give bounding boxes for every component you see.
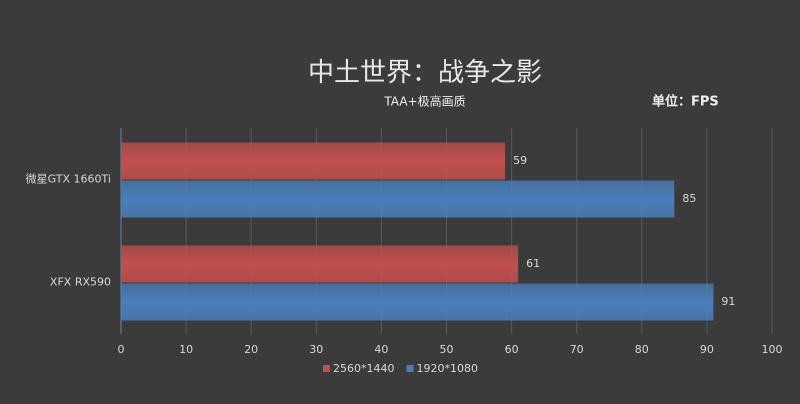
bar	[121, 283, 714, 321]
y-tick-label: 微星GTX 1660Ti	[26, 172, 111, 186]
x-tick-label: 20	[244, 343, 258, 356]
x-tick-label: 40	[374, 343, 388, 356]
x-tick-label: 0	[118, 343, 125, 356]
x-tick-label: 80	[635, 343, 649, 356]
x-tick-label: 70	[570, 343, 584, 356]
value-label: 59	[513, 154, 527, 167]
legend-label: 2560*1440	[333, 362, 395, 375]
bar	[121, 142, 506, 180]
value-label: 61	[526, 257, 540, 270]
x-tick-label: 30	[309, 343, 323, 356]
unit-label: 单位：FPS	[652, 94, 719, 110]
x-tick-label: 90	[700, 343, 714, 356]
value-label: 85	[682, 192, 696, 205]
legend-label: 1920*1080	[417, 362, 479, 375]
x-tick-label: 60	[505, 343, 519, 356]
x-tick-label: 10	[179, 343, 193, 356]
y-tick-label: XFX RX590	[50, 276, 111, 289]
x-tick-label: 100	[762, 343, 783, 356]
bar	[121, 180, 675, 218]
bar	[121, 245, 519, 283]
legend-swatch	[323, 365, 330, 372]
legend-swatch	[406, 365, 414, 372]
value-label: 91	[721, 295, 735, 308]
chart-title: 中土世界：战争之影	[308, 58, 542, 88]
chart-subtitle: TAA+极高画质	[383, 94, 465, 109]
x-tick-label: 50	[440, 343, 454, 356]
